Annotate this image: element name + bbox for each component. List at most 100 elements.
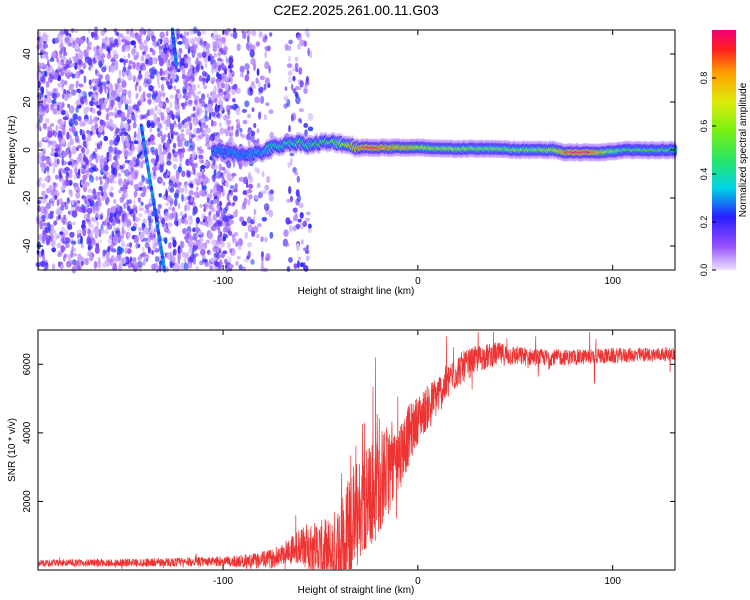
noise-speck — [254, 195, 260, 200]
noise-speck — [244, 74, 250, 82]
noise-speck — [69, 231, 75, 238]
noise-speck — [162, 181, 166, 186]
noise-speck — [263, 83, 267, 91]
noise-speck — [228, 177, 234, 182]
noise-speck — [179, 211, 184, 217]
noise-speck — [96, 104, 101, 109]
noise-speck — [110, 192, 114, 198]
noise-speck — [249, 49, 255, 58]
noise-speck — [183, 78, 187, 86]
noise-speck — [90, 233, 93, 238]
noise-speck — [238, 245, 242, 251]
noise-speck — [54, 232, 58, 241]
noise-speck — [173, 85, 177, 91]
noise-speck — [130, 226, 137, 232]
noise-speck — [131, 31, 135, 39]
colorbar: 0.00.20.40.60.8 Normalized spectral ampl… — [699, 30, 749, 276]
noise-speck — [246, 87, 250, 96]
noise-speck — [138, 62, 143, 68]
noise-speck — [226, 104, 231, 113]
noise-speck — [92, 115, 99, 124]
noise-speck — [52, 166, 56, 174]
noise-speck — [159, 31, 165, 39]
noise-speck — [254, 167, 259, 173]
noise-speck — [269, 131, 274, 139]
noise-speck — [99, 86, 103, 95]
noise-speck — [166, 99, 170, 104]
noise-speck — [297, 218, 302, 223]
noise-speck — [174, 103, 180, 111]
noise-speck — [303, 40, 307, 47]
noise-speck — [118, 263, 123, 272]
noise-speck — [54, 152, 59, 158]
noise-speck — [118, 69, 122, 77]
noise-speck — [125, 58, 129, 64]
noise-speck — [121, 243, 126, 247]
noise-speck — [76, 233, 80, 239]
noise-speck — [252, 215, 256, 224]
noise-speck — [55, 124, 59, 132]
figure-title: C2E2.2025.261.00.11.G03 — [273, 2, 439, 18]
noise-speck — [197, 84, 200, 89]
noise-speck — [219, 247, 222, 254]
noise-speck — [211, 239, 217, 246]
noise-speck — [269, 231, 274, 239]
noise-speck — [207, 74, 211, 82]
noise-speck — [69, 138, 74, 146]
noise-speck — [257, 80, 261, 89]
noise-speck — [124, 184, 129, 190]
noise-speck — [186, 170, 191, 177]
noise-speck — [193, 127, 198, 136]
snr-frame — [37, 329, 676, 571]
noise-speck — [256, 182, 261, 189]
noise-speck — [98, 176, 103, 181]
noise-speck — [248, 194, 253, 200]
noise-speck — [140, 55, 145, 62]
noise-speck — [199, 149, 205, 154]
noise-speck — [39, 76, 45, 83]
noise-speck — [88, 91, 94, 96]
noise-speck — [74, 205, 81, 212]
noise-speck — [177, 92, 183, 100]
noise-speck — [192, 241, 198, 246]
noise-speck — [159, 68, 163, 77]
noise-speck — [67, 93, 71, 98]
noise-speck — [50, 103, 54, 111]
noise-speck — [218, 163, 222, 171]
noise-speck — [290, 157, 293, 166]
noise-speck — [159, 58, 165, 67]
noise-speck — [139, 232, 145, 241]
noise-speck — [54, 194, 58, 200]
noise-speck — [169, 56, 174, 61]
noise-speck — [45, 211, 50, 221]
noise-speck — [186, 160, 190, 166]
noise-speck — [210, 188, 213, 195]
noise-speck — [63, 253, 68, 258]
noise-speck — [109, 185, 115, 192]
noise-speck — [181, 142, 184, 150]
noise-speck — [51, 51, 57, 59]
noise-speck — [83, 107, 88, 115]
noise-speck — [61, 231, 65, 241]
noise-speck — [98, 125, 104, 134]
noise-speck — [200, 117, 206, 124]
noise-speck — [132, 122, 137, 129]
noise-speck — [260, 256, 264, 262]
noise-speck — [171, 80, 175, 84]
noise-speck — [220, 82, 225, 89]
noise-speck — [255, 41, 260, 47]
y-tick-label: 2000 — [22, 490, 33, 513]
noise-speck — [103, 98, 108, 106]
noise-speck — [69, 37, 75, 44]
noise-speck — [202, 81, 206, 86]
noise-speck — [133, 103, 137, 111]
noise-speck — [89, 216, 95, 222]
noise-speck — [172, 239, 177, 248]
noise-speck — [132, 61, 137, 70]
noise-speck — [213, 266, 219, 271]
noise-speck — [181, 102, 185, 107]
noise-speck — [71, 200, 75, 206]
noise-speck — [165, 202, 169, 207]
noise-speck — [220, 172, 224, 178]
noise-speck — [184, 92, 191, 100]
